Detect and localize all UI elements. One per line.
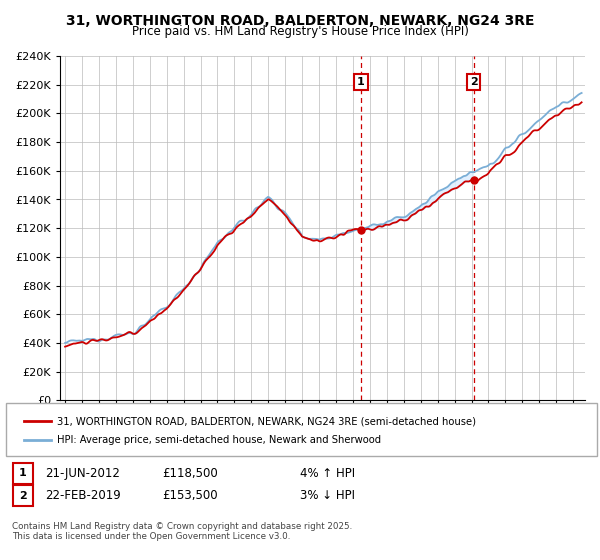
- Text: Contains HM Land Registry data © Crown copyright and database right 2025.
This d: Contains HM Land Registry data © Crown c…: [12, 522, 352, 542]
- Text: Price paid vs. HM Land Registry's House Price Index (HPI): Price paid vs. HM Land Registry's House …: [131, 25, 469, 38]
- Text: 21-JUN-2012: 21-JUN-2012: [45, 466, 120, 480]
- Text: 22-FEB-2019: 22-FEB-2019: [45, 489, 121, 502]
- Text: 4% ↑ HPI: 4% ↑ HPI: [300, 466, 355, 480]
- Text: £118,500: £118,500: [162, 466, 218, 480]
- Text: 1: 1: [19, 468, 26, 478]
- Text: £153,500: £153,500: [162, 489, 218, 502]
- Text: 3% ↓ HPI: 3% ↓ HPI: [300, 489, 355, 502]
- Text: 1: 1: [357, 77, 365, 87]
- Text: 2: 2: [19, 491, 26, 501]
- Text: 31, WORTHINGTON ROAD, BALDERTON, NEWARK, NG24 3RE: 31, WORTHINGTON ROAD, BALDERTON, NEWARK,…: [66, 14, 534, 28]
- Text: HPI: Average price, semi-detached house, Newark and Sherwood: HPI: Average price, semi-detached house,…: [57, 435, 381, 445]
- Text: 31, WORTHINGTON ROAD, BALDERTON, NEWARK, NG24 3RE (semi-detached house): 31, WORTHINGTON ROAD, BALDERTON, NEWARK,…: [57, 416, 476, 426]
- Text: 2: 2: [470, 77, 478, 87]
